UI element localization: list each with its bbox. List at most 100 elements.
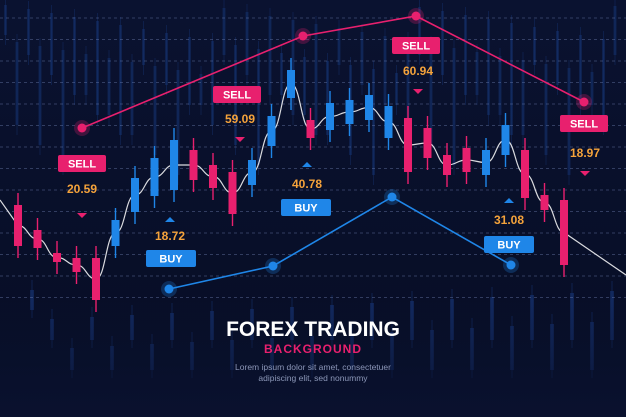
buy-signal: BUY 31.08 bbox=[484, 198, 534, 253]
candle bbox=[306, 108, 315, 150]
bg-bar bbox=[360, 32, 364, 85]
arrow-down-icon bbox=[77, 213, 87, 218]
candle bbox=[53, 241, 61, 274]
bg-bar bbox=[418, 7, 421, 55]
arrow-down-icon bbox=[413, 89, 423, 94]
candle bbox=[404, 106, 412, 184]
candle-body bbox=[92, 258, 100, 300]
arrow-up-icon bbox=[504, 198, 514, 203]
candle bbox=[228, 160, 237, 226]
candle bbox=[521, 138, 529, 210]
candle bbox=[170, 128, 178, 202]
arrow-down-icon bbox=[235, 137, 245, 142]
bg-bar bbox=[383, 36, 387, 105]
signal-label: BUY bbox=[159, 254, 183, 266]
candle bbox=[33, 218, 42, 260]
candle bbox=[72, 246, 81, 284]
bg-bar bbox=[245, 12, 249, 75]
body-text-1: Lorem ipsum dolor sit amet, consectetuer bbox=[235, 362, 391, 372]
candle-body bbox=[521, 150, 529, 198]
signal-price: 18.72 bbox=[155, 229, 185, 243]
bg-bar bbox=[257, 49, 260, 165]
trend-node bbox=[387, 192, 397, 202]
candle bbox=[248, 148, 256, 197]
bg-bar bbox=[27, 9, 30, 55]
candle-body bbox=[384, 106, 393, 138]
candle bbox=[92, 246, 100, 312]
candle bbox=[540, 183, 549, 222]
candle-body bbox=[53, 253, 61, 262]
bg-bar bbox=[441, 11, 444, 75]
signal-price: 40.78 bbox=[292, 177, 322, 191]
grid-lines bbox=[0, 17, 626, 298]
bg-bar bbox=[590, 72, 594, 105]
trend-node bbox=[506, 260, 516, 270]
subtitle: BACKGROUND bbox=[264, 342, 362, 356]
signal-label: SELL bbox=[68, 159, 96, 171]
bg-bar bbox=[188, 37, 191, 105]
arrow-up-icon bbox=[302, 162, 312, 167]
sell-badge bbox=[58, 155, 106, 172]
candle bbox=[111, 208, 120, 258]
candle-body bbox=[443, 155, 451, 175]
candle bbox=[501, 113, 510, 167]
bg-bar bbox=[50, 13, 53, 75]
candle-body bbox=[14, 205, 22, 246]
bg-bar bbox=[107, 58, 111, 115]
buy-signal: BUY 40.78 bbox=[281, 162, 331, 216]
candle-body bbox=[404, 118, 412, 172]
candle-body bbox=[33, 230, 42, 248]
candle bbox=[462, 136, 471, 184]
buy-signal: BUY 18.72 bbox=[146, 217, 196, 267]
bg-bar bbox=[487, 19, 490, 115]
trend-node bbox=[298, 31, 308, 41]
signal-price: 20.59 bbox=[67, 182, 97, 196]
bg-bar bbox=[222, 8, 226, 55]
candle bbox=[345, 88, 354, 136]
title: FOREX TRADING bbox=[226, 318, 400, 341]
trend-node bbox=[411, 11, 421, 21]
candle bbox=[131, 166, 139, 224]
candle-body bbox=[365, 95, 373, 120]
bg-bar bbox=[556, 31, 559, 85]
candle-body bbox=[111, 220, 120, 246]
candle-body bbox=[423, 128, 432, 158]
candle-body bbox=[131, 178, 139, 212]
sell-trend-line bbox=[81, 15, 585, 129]
candle-body bbox=[170, 140, 178, 190]
candle-body bbox=[345, 100, 354, 124]
bg-bar bbox=[4, 5, 7, 35]
bg-bar bbox=[395, 73, 398, 105]
buy-badge bbox=[484, 236, 534, 253]
bg-bar bbox=[15, 42, 19, 125]
bg-bar bbox=[130, 62, 134, 135]
bg-bar bbox=[429, 44, 433, 145]
candle bbox=[189, 138, 198, 192]
bg-bar bbox=[372, 69, 375, 175]
candle-body bbox=[482, 150, 490, 175]
candles bbox=[14, 58, 568, 312]
sell-signal: SELL 20.59 bbox=[58, 155, 106, 218]
candle-body bbox=[228, 172, 237, 214]
bg-bar bbox=[165, 33, 168, 85]
bg-bar bbox=[613, 6, 617, 55]
signal-price: 31.08 bbox=[494, 213, 524, 227]
bg-bar bbox=[291, 20, 295, 115]
trend-node bbox=[579, 97, 589, 107]
candle bbox=[209, 153, 217, 200]
candle bbox=[482, 138, 490, 187]
sell-signal: SELL 60.94 bbox=[392, 37, 440, 94]
bg-bar bbox=[280, 53, 283, 95]
bg-bar bbox=[303, 57, 306, 115]
signal-label: BUY bbox=[497, 240, 521, 252]
bg-bar bbox=[38, 46, 42, 145]
candle-body bbox=[267, 116, 276, 146]
bg-bar bbox=[452, 48, 456, 165]
trade-signals: SELL 20.59 BUY 18.72 SELL 59.09 BUY 40.78 SELL 60… bbox=[58, 37, 608, 267]
candle-body bbox=[326, 103, 334, 130]
sell-badge bbox=[213, 86, 261, 103]
bg-bar bbox=[153, 66, 157, 155]
sell-signal: SELL 18.97 bbox=[560, 115, 608, 176]
